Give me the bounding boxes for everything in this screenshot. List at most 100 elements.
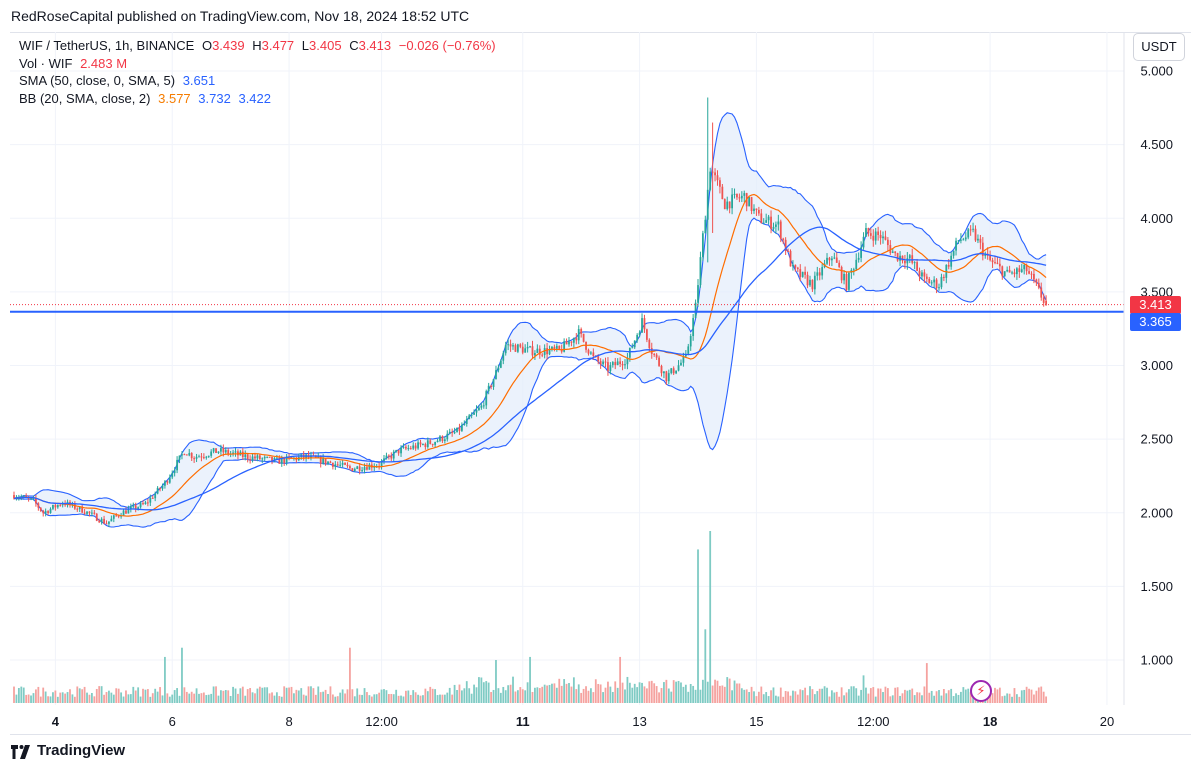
volume-bar — [302, 694, 305, 703]
candle-body — [592, 352, 595, 357]
volume-bar — [86, 692, 88, 703]
legend-sma-row[interactable]: SMA (50, close, 0, SMA, 5) 3.651 — [19, 72, 496, 90]
candle-body — [1013, 272, 1016, 275]
candle-body — [373, 466, 376, 468]
volume-bar — [1015, 694, 1018, 703]
volume-bar — [1011, 696, 1013, 703]
candle-body — [358, 466, 361, 471]
candle-body — [470, 414, 473, 416]
candle-body — [706, 189, 709, 220]
volume-bar — [1033, 694, 1035, 703]
candle-body — [750, 197, 753, 211]
volume-bar — [811, 689, 814, 703]
volume-bar — [684, 684, 687, 703]
candle-body — [891, 251, 894, 253]
publisher-line: RedRoseCapital published on TradingView.… — [11, 8, 470, 24]
candle-body — [168, 477, 171, 483]
candle-body — [524, 348, 527, 353]
candle-body — [675, 370, 678, 374]
legend-ohlc-row[interactable]: WIF / TetherUS, 1h, BINANCE O3.439 H3.47… — [19, 37, 496, 55]
volume-bar — [366, 692, 368, 703]
volume-bar — [346, 689, 349, 703]
candle-body — [37, 503, 40, 508]
volume-bar — [54, 690, 57, 703]
volume-bar — [694, 689, 697, 703]
volume-bar — [426, 691, 429, 703]
volume-bar — [361, 694, 363, 703]
legend-volume-row[interactable]: Vol · WIF 2.483 M — [19, 55, 496, 73]
volume-bar — [633, 683, 636, 703]
volume-bar — [865, 687, 867, 703]
candle-body — [366, 467, 368, 470]
lightning-bolt-icon[interactable]: ⚡ — [970, 680, 992, 702]
candle-body — [353, 468, 356, 472]
candle-body — [604, 361, 607, 363]
tradingview-logo-icon — [11, 744, 30, 759]
volume-bar — [821, 688, 824, 703]
volume-bar — [789, 695, 792, 703]
volume-bar — [273, 695, 276, 703]
volume-bar — [740, 688, 743, 703]
candle-body — [660, 365, 663, 374]
volume-bar — [44, 691, 47, 703]
volume-bar — [677, 680, 680, 703]
candle-body — [1003, 271, 1006, 277]
volume-bar — [918, 692, 921, 703]
legend-bb-lower: 3.422 — [238, 90, 272, 106]
legend-change: −0.026 (−0.76%) — [398, 38, 496, 53]
volume-bar — [546, 685, 548, 703]
currency-button[interactable]: USDT — [1133, 33, 1185, 61]
candle-body — [258, 455, 261, 460]
tradingview-logo[interactable]: TradingView — [11, 742, 125, 759]
candle-body — [933, 279, 936, 283]
volume-bar — [697, 549, 699, 703]
legend-bb-row[interactable]: BB (20, SMA, close, 2) 3.577 3.732 3.422 — [19, 90, 496, 108]
volume-bar — [599, 684, 602, 703]
volume-bar — [263, 687, 266, 703]
volume-bar — [818, 688, 821, 703]
candle-body — [400, 447, 402, 454]
volume-bar — [921, 695, 923, 703]
volume-bar — [81, 689, 84, 703]
volume-bar — [246, 689, 249, 703]
candle-body — [439, 436, 441, 441]
candle-body — [1025, 264, 1028, 272]
candle-body — [78, 506, 81, 510]
candle-body — [709, 171, 712, 190]
candle-body — [436, 440, 439, 443]
volume-bar — [497, 688, 500, 703]
volume-bar — [293, 693, 295, 703]
candle-body — [361, 470, 363, 472]
chart-frame[interactable] — [10, 32, 1191, 735]
candle-body — [582, 333, 585, 342]
candle-body — [241, 451, 244, 458]
y-tick-label: 4.500 — [1140, 137, 1173, 152]
volume-bar — [813, 694, 816, 703]
volume-bar — [108, 690, 110, 703]
candle-body — [879, 234, 882, 239]
volume-bar — [490, 692, 493, 703]
volume-bar — [908, 689, 911, 703]
candle-body — [134, 505, 137, 510]
candle-body — [431, 443, 434, 445]
volume-bar — [492, 689, 495, 703]
candle-body — [151, 497, 154, 499]
candle-body — [1033, 273, 1035, 280]
candle-body — [826, 257, 828, 264]
volume-bar — [129, 694, 132, 703]
volume-bar — [1037, 687, 1040, 703]
volume-bar — [439, 694, 441, 703]
volume-bar — [468, 688, 471, 703]
candle-body — [188, 453, 191, 456]
volume-bar — [655, 686, 658, 703]
volume-bar — [431, 688, 434, 703]
volume-bar — [424, 688, 427, 703]
candle-body — [801, 271, 804, 277]
candle-body — [61, 503, 64, 506]
volume-bar — [363, 688, 366, 703]
volume-bar — [185, 691, 188, 703]
volume-bar — [434, 689, 437, 703]
volume-bar — [485, 681, 488, 703]
volume-bar — [317, 686, 320, 703]
